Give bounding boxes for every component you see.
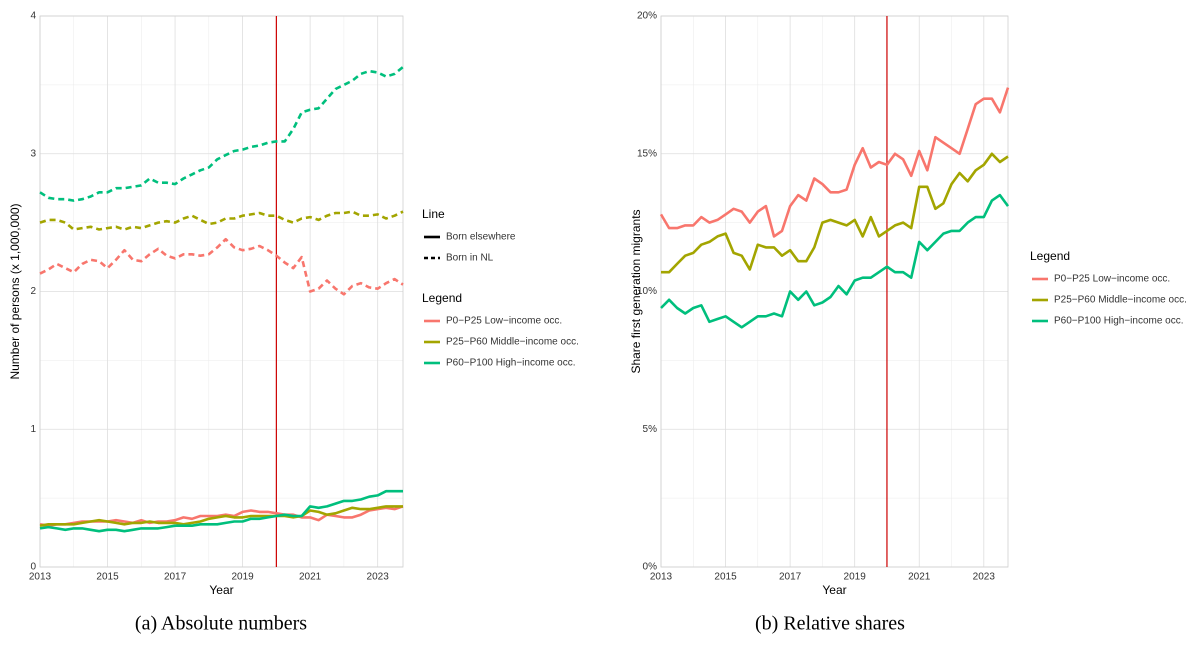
legend-label: P0−P25 Low−income occ.	[446, 316, 562, 327]
x-tick-label: 2023	[367, 572, 390, 583]
data-line	[660, 193, 1010, 329]
data-line	[39, 505, 403, 527]
legend-label: Born elsewhere	[446, 232, 516, 243]
panel-border	[39, 15, 404, 568]
y-axis-title: Number of persons (x 1,000,000)	[8, 203, 22, 379]
x-axis-title: Year	[822, 583, 846, 597]
y-tick-label: 0	[30, 562, 36, 573]
y-tick-label: 4	[30, 11, 36, 22]
data-line	[659, 87, 1010, 238]
x-tick-label: 2013	[650, 572, 673, 583]
legend-label: P60−P100 High−income occ.	[1054, 316, 1184, 327]
y-tick-label: 5%	[643, 424, 658, 435]
caption: (b) Relative shares	[755, 613, 905, 635]
x-tick-label: 2021	[908, 572, 931, 583]
y-tick-label: 1	[30, 424, 36, 435]
y-tick-label: 10%	[637, 286, 657, 297]
y-tick-label: 0%	[643, 562, 658, 573]
legend-title: Legend	[1030, 249, 1070, 263]
data-line	[39, 489, 403, 533]
legend-label: P25−P60 Middle−income occ.	[446, 337, 579, 348]
y-tick-label: 3	[30, 148, 36, 159]
caption: (a) Absolute numbers	[135, 613, 307, 635]
y-tick-label: 15%	[637, 148, 657, 159]
legend-title: Line	[422, 207, 445, 221]
data-line	[661, 152, 1009, 274]
x-tick-label: 2023	[973, 572, 996, 583]
legend-label: P60−P100 High−income occ.	[446, 358, 576, 369]
panel-border	[660, 15, 1009, 568]
legend-label: P0−P25 Low−income occ.	[1054, 274, 1170, 285]
legend-title: Legend	[422, 291, 462, 305]
data-line	[39, 210, 404, 231]
x-tick-label: 2019	[844, 572, 867, 583]
y-tick-label: 2	[30, 286, 36, 297]
legend-label: Born in NL	[446, 253, 494, 264]
x-tick-label: 2017	[164, 572, 187, 583]
y-tick-label: 20%	[637, 11, 657, 22]
y-axis-title: Share first generation migrants	[629, 209, 643, 373]
x-tick-label: 2015	[96, 572, 119, 583]
data-line	[39, 65, 404, 202]
legend-label: P25−P60 Middle−income occ.	[1054, 295, 1187, 306]
x-tick-label: 2017	[779, 572, 802, 583]
x-tick-label: 2019	[231, 572, 254, 583]
x-tick-label: 2021	[299, 572, 322, 583]
data-line	[39, 237, 404, 296]
x-tick-label: 2013	[29, 572, 52, 583]
x-tick-label: 2015	[714, 572, 737, 583]
x-axis-title: Year	[209, 583, 233, 597]
